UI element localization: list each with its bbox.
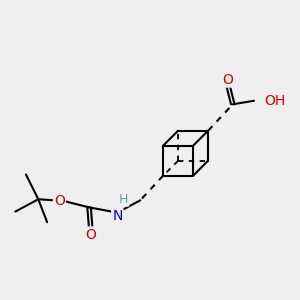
- Text: O: O: [54, 194, 65, 208]
- Text: O: O: [85, 227, 96, 242]
- Text: N: N: [112, 209, 122, 223]
- Text: H: H: [119, 193, 128, 206]
- Text: O: O: [222, 73, 233, 87]
- Text: OH: OH: [264, 94, 285, 108]
